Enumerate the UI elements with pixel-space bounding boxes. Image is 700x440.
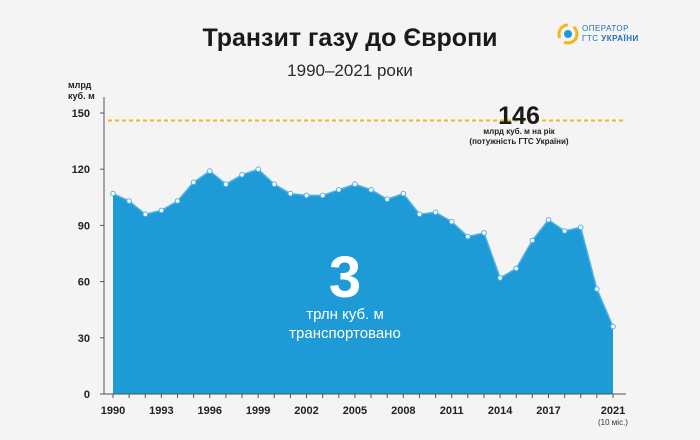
data-point [577, 224, 584, 231]
area-layer [110, 166, 616, 394]
chart-title: Транзит газу до Європи [202, 24, 497, 52]
data-point [465, 233, 471, 240]
data-point [352, 181, 358, 187]
data-point [336, 187, 342, 193]
data-point [126, 198, 132, 204]
data-point [239, 172, 245, 178]
data-point [594, 286, 600, 292]
x-tick-label: 2017 [536, 405, 560, 417]
logo-line1: ОПЕРАТОР [582, 24, 629, 33]
x-tick-note: (10 міс.) [598, 418, 628, 427]
x-axis: 1990 1993 1996 1999 2002 2005 2008 2011 2014 2017… [101, 393, 628, 427]
logo-line2-b: УКРАЇНИ [601, 34, 639, 43]
logo-line2-a: ГТС [582, 34, 599, 43]
area-fill [113, 169, 613, 394]
y-axis-label-line2: куб. м [68, 91, 95, 101]
x-tick-label: 1990 [101, 405, 125, 417]
data-point [610, 323, 616, 330]
x-tick-label: 2008 [391, 405, 415, 417]
data-point [207, 168, 213, 174]
data-point [497, 275, 503, 281]
reference-note-line1: млрд куб. м на рік [483, 127, 556, 136]
y-tick-label: 30 [78, 333, 90, 345]
data-point [400, 190, 407, 197]
y-tick-label: 120 [72, 164, 90, 176]
data-point [416, 211, 423, 217]
reference-note-line2: (потужність ГТС України) [469, 137, 569, 146]
logo-line2: ГТС УКРАЇНИ [582, 34, 639, 43]
logo: ОПЕРАТОР ГТС УКРАЇНИ [557, 23, 639, 45]
data-point [287, 190, 294, 197]
data-point [513, 265, 520, 272]
x-tick-label: 1996 [198, 405, 222, 417]
y-axis: 0 30 60 90 120 150 [72, 97, 105, 401]
data-point [432, 209, 439, 216]
series-line [112, 168, 614, 327]
y-tick-label: 0 [84, 389, 90, 401]
data-point [481, 230, 487, 236]
y-tick-label: 90 [78, 220, 90, 232]
data-point [529, 237, 536, 244]
data-point [545, 217, 552, 223]
x-tick-label: 2002 [294, 405, 318, 417]
data-point [384, 196, 391, 202]
x-tick-label: 2005 [343, 405, 367, 417]
data-point [303, 192, 310, 199]
data-point [158, 207, 165, 214]
x-tick-label: 1993 [149, 405, 173, 417]
data-point [142, 211, 149, 217]
y-tick-label: 150 [72, 108, 90, 120]
data-point [561, 228, 568, 234]
logo-ring-icon [557, 23, 579, 45]
x-tick-label: 2021 [601, 405, 625, 417]
x-tick-label: 2011 [440, 405, 464, 417]
annotation-line2: транспортовано [289, 325, 401, 342]
y-axis-label-line1: млрд [68, 80, 92, 90]
chart-subtitle: 1990–2021 роки [287, 61, 413, 80]
annotation-value: 3 [329, 245, 361, 310]
data-point [255, 166, 262, 172]
data-point [319, 192, 326, 199]
data-point [368, 187, 374, 193]
data-point [223, 181, 229, 187]
data-point [190, 179, 197, 186]
data-point [110, 190, 116, 197]
reference-value-label: 146 [498, 102, 540, 130]
data-point [174, 198, 181, 204]
data-point [448, 218, 455, 225]
x-tick-label: 2014 [488, 405, 513, 417]
data-point [271, 181, 278, 187]
x-tick-label: 1999 [246, 405, 270, 417]
y-tick-label: 60 [78, 277, 90, 289]
logo-core-icon [564, 30, 572, 38]
annotation-line1: трлн куб. м [306, 306, 384, 323]
